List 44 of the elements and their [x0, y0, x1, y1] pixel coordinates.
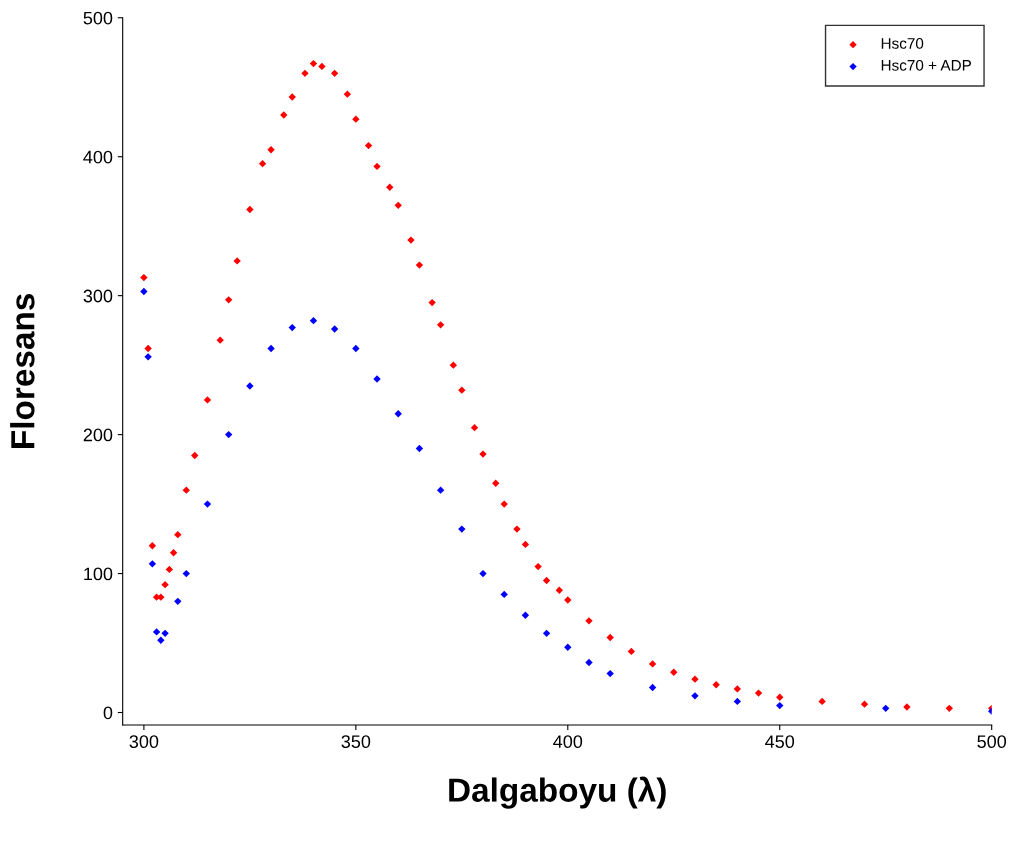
y-tick-label: 100 — [84, 567, 113, 581]
x-tick-label: 500 — [977, 735, 1007, 749]
point — [309, 317, 318, 325]
point — [479, 569, 487, 578]
point — [157, 636, 165, 644]
point — [436, 486, 445, 494]
y-tick-label: 300 — [83, 289, 113, 303]
point — [182, 569, 190, 578]
point — [144, 353, 152, 361]
point — [203, 500, 212, 508]
point — [776, 701, 784, 710]
y-tick-label: 0 — [103, 706, 113, 720]
y-tick-label: 400 — [83, 150, 113, 164]
x-tick-label: 350 — [341, 735, 371, 749]
x-axis-title: Dalgaboyu (λ) — [449, 776, 666, 809]
y-tick-label: 500 — [83, 11, 113, 25]
point — [148, 560, 157, 568]
x-tick-label: 300 — [129, 735, 159, 749]
point — [267, 344, 275, 353]
point — [585, 658, 593, 667]
y-axis-title: Floresans — [10, 294, 35, 448]
point — [174, 597, 182, 606]
point — [224, 430, 233, 439]
point — [152, 628, 161, 636]
point — [521, 611, 530, 619]
point — [288, 323, 296, 332]
point — [330, 325, 339, 333]
point — [161, 629, 169, 637]
y-tick-label: 200 — [83, 428, 113, 442]
point — [352, 344, 360, 353]
point — [500, 590, 508, 599]
legend-label: Hsc70 + ADP — [881, 59, 972, 71]
point — [542, 629, 551, 637]
point — [606, 669, 614, 678]
point — [394, 410, 402, 418]
point — [648, 683, 657, 692]
x-tick-label: 450 — [765, 735, 795, 749]
point — [140, 287, 148, 296]
x-tick-label: 400 — [553, 735, 583, 749]
point — [733, 697, 742, 706]
point — [415, 444, 424, 453]
point — [882, 704, 890, 713]
point — [564, 643, 572, 651]
legend-label: Hsc70 — [881, 38, 924, 49]
